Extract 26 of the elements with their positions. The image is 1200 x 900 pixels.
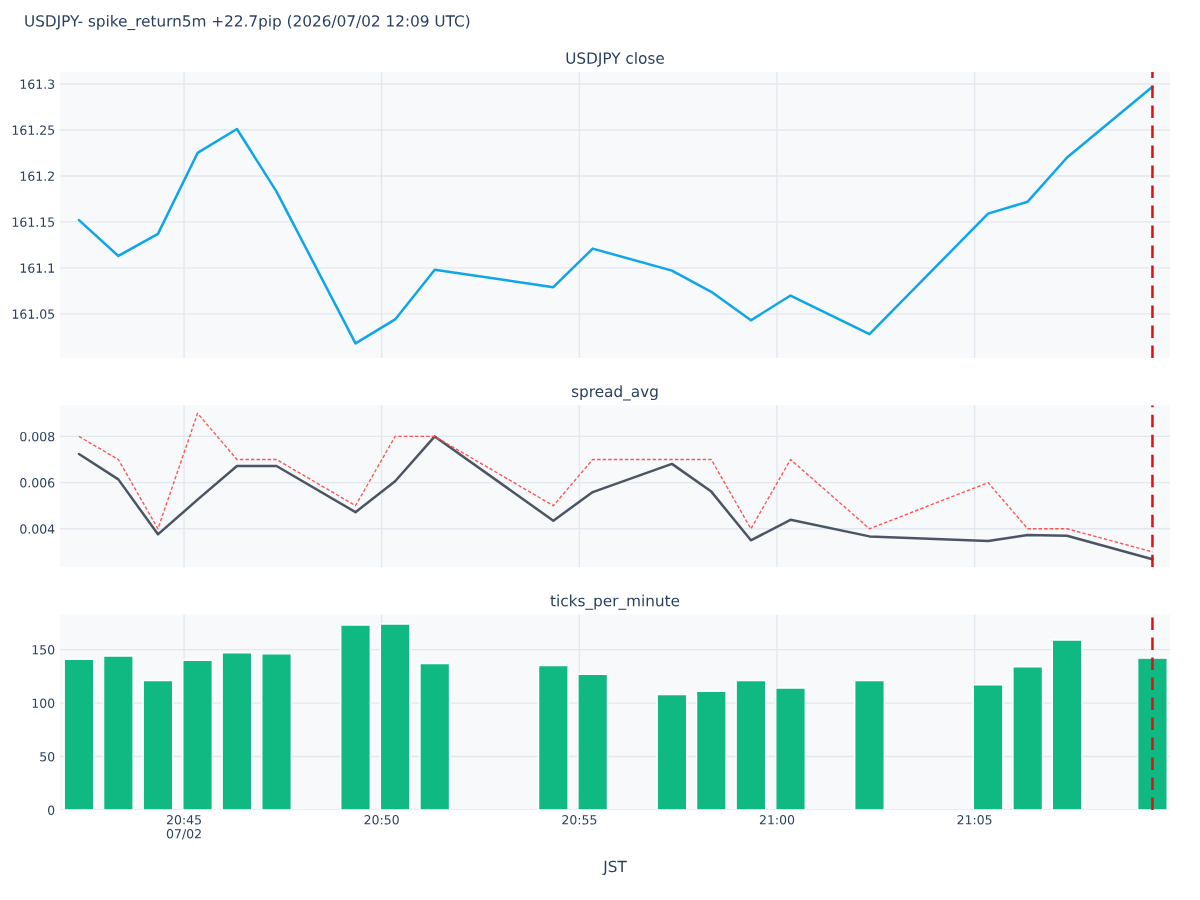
x-axis-title: JST — [602, 860, 627, 876]
line-series — [78, 412, 1154, 553]
y-tick-label: 50 — [40, 752, 55, 762]
y-tick-label: 161.05 — [12, 309, 55, 319]
line-series — [77, 435, 1154, 561]
y-tick-label: 0.008 — [20, 431, 55, 442]
y-tick-label: 150 — [32, 645, 55, 655]
y-tick-label: 0.006 — [20, 478, 55, 488]
y-tick-label: 161.1 — [20, 263, 54, 273]
x-tick-label: 20:50 — [364, 815, 399, 825]
y-tick-label: 161.2 — [20, 171, 54, 181]
chart-title: ticks_per_minute — [550, 594, 680, 610]
y-tick-label: 161.3 — [20, 79, 55, 89]
y-tick-label: 100 — [32, 698, 55, 708]
x-tick-label: 20:55 — [562, 815, 597, 825]
y-tick-label: 161.25 — [12, 125, 55, 135]
text: USDJPY- spike_return5m +22.7pip (2026/07/02 12:09 UTC) — [25, 14, 470, 31]
x-tick-label: 21:05 — [957, 815, 992, 825]
y-tick-label: 161.15 — [12, 217, 55, 227]
x-tick-label: 21:00 — [759, 815, 795, 825]
chart-title: USDJPY close — [566, 52, 664, 67]
y-tick-label: 0 — [48, 805, 55, 815]
y-tick-label: 0.004 — [20, 524, 55, 534]
chart-title: spread_avg — [571, 385, 658, 401]
x-tick-label: 20:45 07/02 — [166, 815, 201, 840]
line-series — [77, 85, 1154, 345]
